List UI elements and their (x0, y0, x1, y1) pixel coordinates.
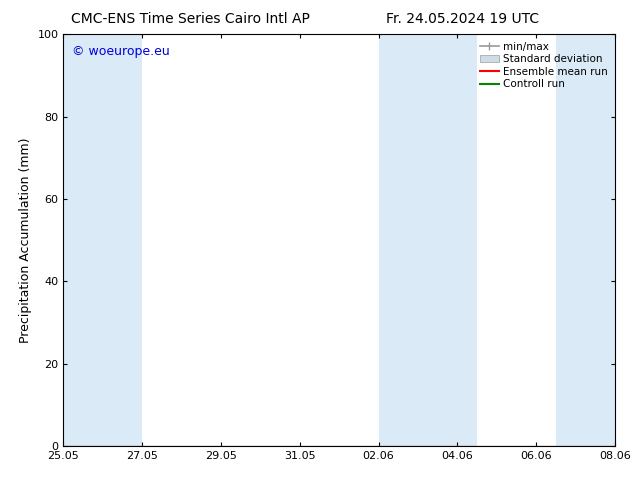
Bar (63, 34, 142, 446)
Text: CMC-ENS Time Series Cairo Intl AP: CMC-ENS Time Series Cairo Intl AP (71, 12, 309, 26)
Text: Fr. 24.05.2024 19 UTC: Fr. 24.05.2024 19 UTC (386, 12, 540, 26)
Legend: min/max, Standard deviation, Ensemble mean run, Controll run: min/max, Standard deviation, Ensemble me… (478, 40, 610, 92)
Y-axis label: Precipitation Accumulation (mm): Precipitation Accumulation (mm) (19, 137, 32, 343)
Bar (378, 34, 477, 446)
Bar (556, 34, 615, 446)
Text: © woeurope.eu: © woeurope.eu (72, 45, 169, 58)
